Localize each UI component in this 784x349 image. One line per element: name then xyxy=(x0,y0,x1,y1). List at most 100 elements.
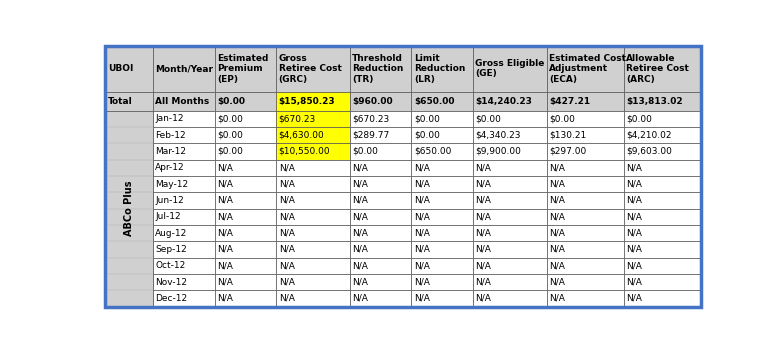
Bar xyxy=(276,143,350,159)
Text: Jul-12: Jul-12 xyxy=(155,212,181,221)
Text: N/A: N/A xyxy=(217,294,233,303)
Text: N/A: N/A xyxy=(352,277,368,287)
Bar xyxy=(412,91,473,111)
Text: N/A: N/A xyxy=(217,277,233,287)
Bar xyxy=(153,91,215,111)
Bar xyxy=(350,241,412,258)
Bar xyxy=(412,290,473,306)
Text: N/A: N/A xyxy=(217,163,233,172)
Bar xyxy=(624,111,701,127)
Text: N/A: N/A xyxy=(352,180,368,188)
Text: $4,630.00: $4,630.00 xyxy=(278,131,325,140)
Bar xyxy=(350,290,412,306)
Bar xyxy=(153,274,215,290)
Bar xyxy=(153,143,215,159)
Text: N/A: N/A xyxy=(476,245,492,254)
Bar xyxy=(350,143,412,159)
Text: $670.23: $670.23 xyxy=(352,114,390,123)
Bar xyxy=(215,127,276,143)
Text: ABCo Plus: ABCo Plus xyxy=(124,181,134,236)
Text: N/A: N/A xyxy=(217,180,233,188)
Bar xyxy=(412,176,473,192)
Bar xyxy=(546,274,624,290)
Text: N/A: N/A xyxy=(352,245,368,254)
Bar xyxy=(215,176,276,192)
Bar xyxy=(546,290,624,306)
Text: $650.00: $650.00 xyxy=(414,147,452,156)
Text: N/A: N/A xyxy=(626,277,642,287)
Text: N/A: N/A xyxy=(414,261,430,270)
Bar xyxy=(624,225,701,241)
Text: $130.21: $130.21 xyxy=(549,131,586,140)
Text: N/A: N/A xyxy=(626,180,642,188)
Bar xyxy=(473,159,546,176)
Text: $0.00: $0.00 xyxy=(217,97,245,105)
Text: $0.00: $0.00 xyxy=(414,131,440,140)
Bar xyxy=(412,192,473,209)
Bar xyxy=(473,143,546,159)
Text: N/A: N/A xyxy=(414,180,430,188)
Text: Feb-12: Feb-12 xyxy=(155,131,186,140)
Text: N/A: N/A xyxy=(626,196,642,205)
Bar xyxy=(153,176,215,192)
Bar xyxy=(215,46,276,91)
Bar xyxy=(624,192,701,209)
Text: $297.00: $297.00 xyxy=(549,147,586,156)
Text: $960.00: $960.00 xyxy=(352,97,393,105)
Text: $0.00: $0.00 xyxy=(549,114,575,123)
Text: Limit
Reduction
(LR): Limit Reduction (LR) xyxy=(414,54,465,84)
Text: N/A: N/A xyxy=(278,229,295,238)
Bar xyxy=(412,258,473,274)
Bar xyxy=(215,192,276,209)
Bar xyxy=(276,241,350,258)
Bar xyxy=(546,241,624,258)
Bar xyxy=(350,46,412,91)
Bar xyxy=(412,143,473,159)
Bar xyxy=(412,159,473,176)
Text: $0.00: $0.00 xyxy=(414,114,440,123)
Bar xyxy=(350,192,412,209)
Bar xyxy=(153,209,215,225)
Text: N/A: N/A xyxy=(217,245,233,254)
Bar xyxy=(546,143,624,159)
Text: $10,550.00: $10,550.00 xyxy=(278,147,330,156)
Text: Allowable
Retiree Cost
(ARC): Allowable Retiree Cost (ARC) xyxy=(626,54,689,84)
Bar xyxy=(153,127,215,143)
Bar xyxy=(276,127,350,143)
Bar xyxy=(276,46,350,91)
Bar xyxy=(276,290,350,306)
Bar xyxy=(473,241,546,258)
Bar xyxy=(215,91,276,111)
Bar xyxy=(546,46,624,91)
Text: $0.00: $0.00 xyxy=(626,114,652,123)
Text: N/A: N/A xyxy=(414,212,430,221)
Text: $0.00: $0.00 xyxy=(217,147,243,156)
Bar xyxy=(350,111,412,127)
Text: $13,813.02: $13,813.02 xyxy=(626,97,683,105)
Bar xyxy=(473,192,546,209)
Bar xyxy=(473,225,546,241)
Text: N/A: N/A xyxy=(626,245,642,254)
Bar xyxy=(350,274,412,290)
Text: N/A: N/A xyxy=(549,277,565,287)
Bar xyxy=(546,258,624,274)
Text: $0.00: $0.00 xyxy=(217,114,243,123)
Text: N/A: N/A xyxy=(549,261,565,270)
Bar xyxy=(215,111,276,127)
Bar xyxy=(350,127,412,143)
Text: N/A: N/A xyxy=(476,196,492,205)
Text: Mar-12: Mar-12 xyxy=(155,147,187,156)
Text: N/A: N/A xyxy=(414,294,430,303)
Bar xyxy=(350,209,412,225)
Text: N/A: N/A xyxy=(476,229,492,238)
Bar xyxy=(350,91,412,111)
Bar xyxy=(350,159,412,176)
Bar xyxy=(412,46,473,91)
Bar xyxy=(153,290,215,306)
Text: $9,900.00: $9,900.00 xyxy=(476,147,521,156)
Text: N/A: N/A xyxy=(476,261,492,270)
Text: N/A: N/A xyxy=(549,212,565,221)
Text: Gross Eligible
(GE): Gross Eligible (GE) xyxy=(476,59,545,79)
Text: Oct-12: Oct-12 xyxy=(155,261,186,270)
Text: N/A: N/A xyxy=(352,212,368,221)
